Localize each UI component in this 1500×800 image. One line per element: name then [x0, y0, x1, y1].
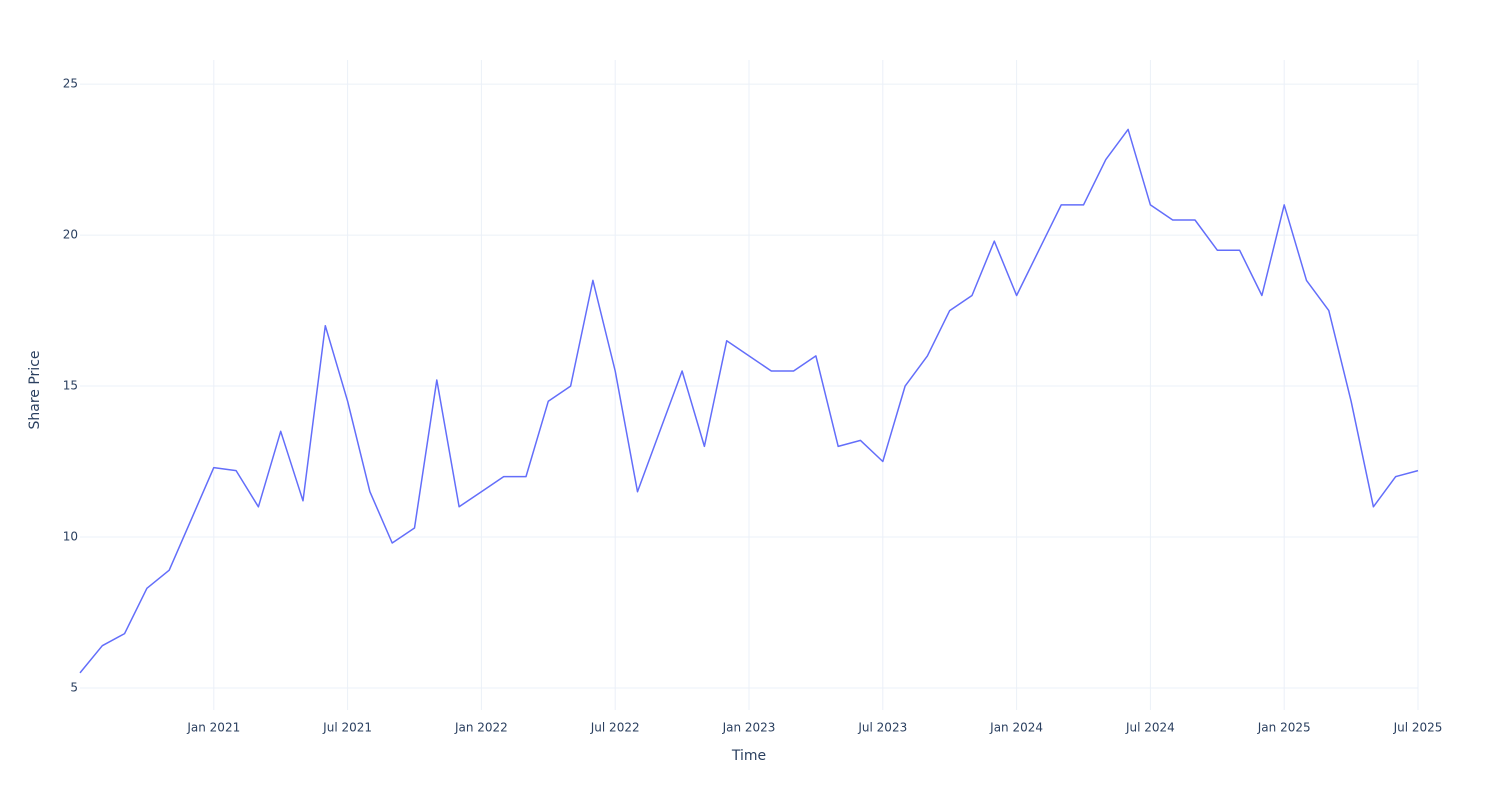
- x-tick-label: Jan 2024: [989, 721, 1043, 735]
- x-tick-label: Jul 2023: [857, 721, 907, 735]
- y-tick-label: 15: [63, 379, 78, 393]
- x-tick-label: Jan 2022: [454, 721, 508, 735]
- x-tick-label: Jul 2025: [1393, 721, 1443, 735]
- y-tick-label: 20: [63, 228, 78, 242]
- x-tick-label: Jul 2024: [1125, 721, 1175, 735]
- y-axis-title: Share Price: [27, 350, 43, 429]
- y-tick-label: 25: [63, 77, 78, 91]
- x-tick-label: Jul 2022: [590, 721, 640, 735]
- x-axis-title: Time: [731, 748, 766, 764]
- line-series: [79, 128, 1419, 674]
- x-tick-label: Jan 2025: [1257, 721, 1311, 735]
- x-tick-label: Jul 2021: [322, 721, 372, 735]
- x-tick-label: Jan 2021: [186, 721, 240, 735]
- y-tick-label: 10: [63, 530, 78, 544]
- y-tick-label: 5: [70, 680, 78, 694]
- x-tick-label: Jan 2023: [722, 721, 776, 735]
